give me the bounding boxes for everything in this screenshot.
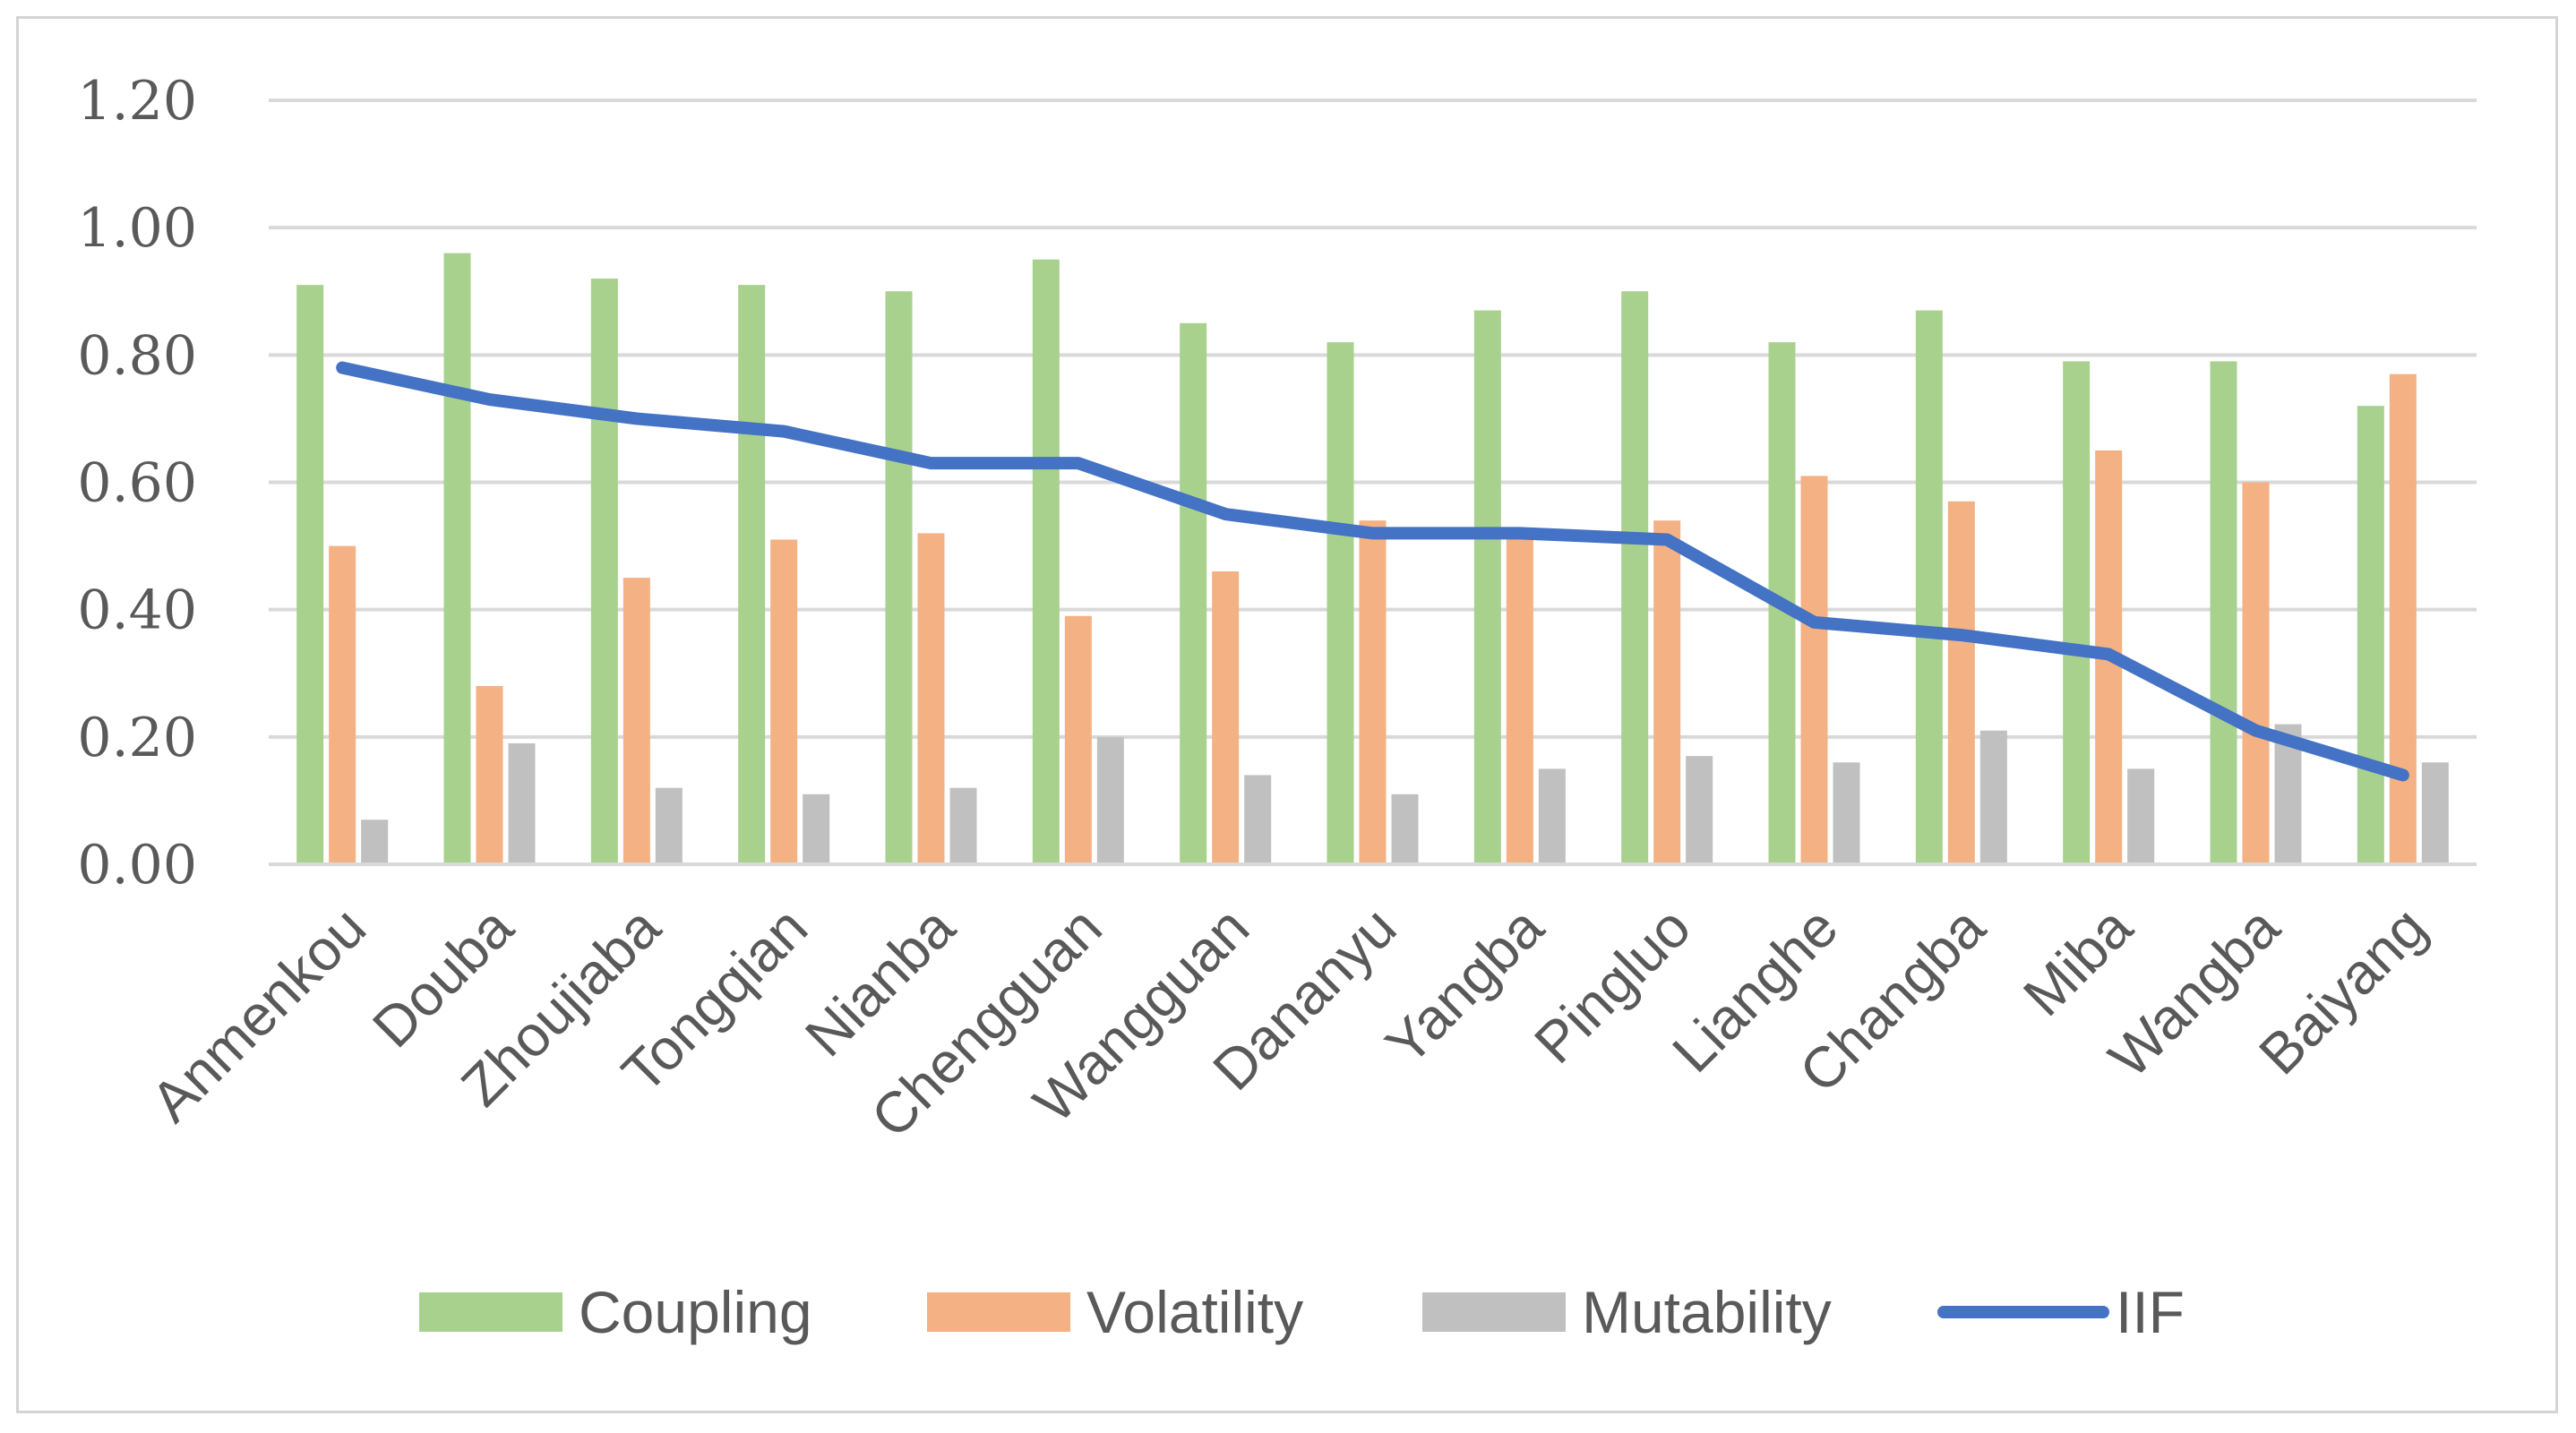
chart-frame	[16, 16, 2558, 1413]
bar-mutability	[803, 794, 830, 864]
bar-mutability	[1096, 736, 1124, 864]
bar-volatility	[770, 539, 798, 864]
bar-coupling	[1915, 310, 1943, 864]
bars	[296, 253, 2449, 865]
bar-coupling	[738, 285, 766, 864]
legend-swatch-mutability	[1422, 1292, 1566, 1332]
bar-mutability	[1686, 756, 1713, 864]
bar-mutability	[2127, 768, 2155, 864]
bar-volatility	[2242, 482, 2270, 864]
bar-coupling	[443, 253, 471, 865]
bar-volatility	[1800, 476, 1828, 864]
bar-volatility	[1506, 533, 1533, 864]
x-tick-label: Miba	[2011, 895, 2144, 1028]
bar-mutability	[1538, 768, 1566, 864]
bar-mutability	[508, 742, 536, 864]
x-tick-label: Yangba	[1373, 895, 1556, 1077]
bar-volatility	[2389, 373, 2417, 864]
bar-mutability	[655, 787, 683, 864]
bar-mutability	[1244, 775, 1272, 864]
bar-volatility	[623, 578, 650, 864]
bar-mutability	[1833, 762, 1860, 864]
y-tick-label: 0.80	[77, 324, 197, 387]
bar-coupling	[885, 291, 913, 864]
legend-label-coupling: Coupling	[579, 1279, 812, 1345]
legend-swatch-coupling	[419, 1292, 562, 1332]
x-tick-label: Anmenkou	[139, 895, 378, 1134]
bar-coupling	[590, 279, 618, 864]
bar-coupling	[1621, 291, 1649, 864]
y-axis-ticks: 0.00 0.20 0.40 0.60 0.80 1.00 1.20	[77, 70, 197, 897]
bar-coupling	[2357, 406, 2384, 864]
y-tick-label: 0.60	[77, 452, 197, 515]
legend-swatch-volatility	[927, 1292, 1070, 1332]
bar-volatility	[1947, 501, 1975, 864]
y-tick-label: 0.20	[77, 707, 197, 769]
bar-volatility	[917, 533, 945, 864]
bar-volatility	[1359, 520, 1387, 864]
bar-mutability	[949, 787, 977, 864]
bar-volatility	[1212, 571, 1240, 864]
bar-mutability	[1979, 730, 2007, 864]
bar-coupling	[2063, 361, 2091, 865]
bar-volatility	[1653, 520, 1681, 864]
bar-coupling	[1473, 310, 1501, 864]
y-tick-label: 0.00	[77, 834, 197, 897]
iif-line	[336, 361, 2409, 782]
bar-coupling	[296, 285, 324, 864]
x-axis-ticks: AnmenkouDoubaZhoujiabaTongqianNianbaChen…	[139, 895, 2439, 1150]
y-tick-label: 1.20	[77, 70, 197, 133]
y-tick-label: 0.40	[77, 579, 197, 642]
bar-mutability	[361, 819, 389, 864]
y-tick-label: 1.00	[77, 197, 197, 260]
iif-line-series	[336, 361, 2409, 782]
bar-coupling	[1327, 342, 1354, 864]
legend-label-mutability: Mutability	[1582, 1279, 1832, 1345]
bar-volatility	[476, 685, 503, 864]
legend-label-volatility: Volatility	[1086, 1279, 1303, 1345]
legend-label-iif: IIF	[2116, 1279, 2185, 1345]
bar-volatility	[329, 545, 356, 864]
legend: Coupling Volatility Mutability IIF	[419, 1279, 2185, 1345]
bar-mutability	[2421, 762, 2449, 864]
bar-mutability	[1391, 794, 1419, 864]
bar-volatility	[1064, 615, 1092, 864]
bar-coupling	[1180, 322, 1207, 865]
bar-coupling	[2210, 361, 2237, 865]
x-tick-label: Baiyang	[2246, 895, 2438, 1086]
bar-coupling	[1032, 259, 1060, 864]
